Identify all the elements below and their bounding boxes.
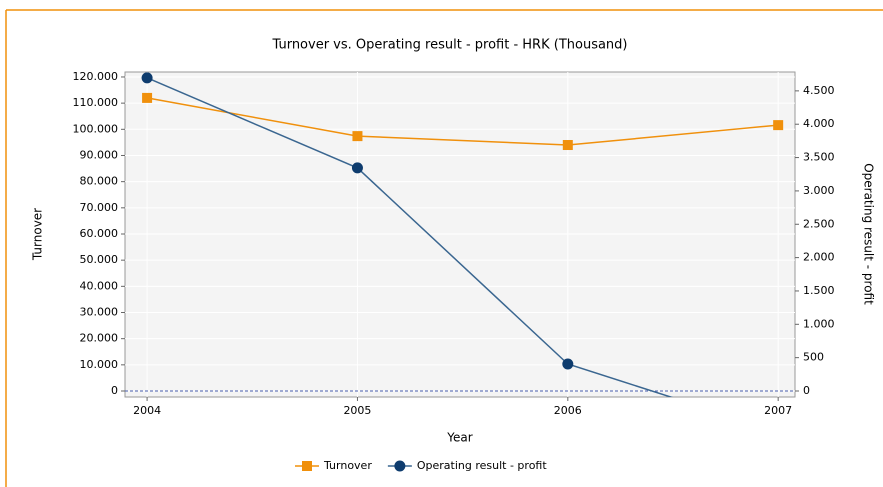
legend-marker: [302, 461, 312, 471]
series-line: [146, 97, 779, 146]
x-tick-label: 2004: [133, 404, 161, 417]
marker: [352, 131, 363, 142]
y-tick-label: 110.000: [73, 96, 119, 109]
y-tick-label: 10.000: [80, 358, 119, 371]
y2-tick-label: 3.500: [803, 151, 835, 164]
y-tick-label: 120.000: [73, 70, 119, 83]
marker: [142, 92, 153, 103]
marker: [562, 358, 574, 370]
legend-label: Turnover: [323, 459, 372, 472]
marker: [141, 72, 153, 84]
x-axis-label: Year: [446, 431, 472, 445]
y-tick-label: 50.000: [80, 253, 119, 266]
x-tick-label: 2007: [764, 404, 792, 417]
y-axis-label: Turnover: [31, 208, 45, 261]
y2-axis-label: Operating result - profit: [862, 163, 876, 305]
y2-tick-label: 0: [803, 384, 810, 397]
legend-marker: [394, 460, 406, 472]
chart-title: Turnover vs. Operating result - profit -…: [272, 38, 628, 53]
x-tick-label: 2006: [554, 404, 582, 417]
marker: [773, 120, 784, 131]
x-tick-label: 2005: [343, 404, 371, 417]
y-tick-label: 80.000: [80, 175, 119, 188]
y-tick-label: 100.000: [73, 122, 119, 135]
y-tick-label: 60.000: [80, 227, 119, 240]
plot-area: [124, 71, 796, 398]
y2-tick-label: 1.000: [803, 317, 835, 330]
y-tick-label: 20.000: [80, 332, 119, 345]
series-layer: [141, 72, 784, 437]
series-line: [146, 77, 674, 397]
y2-tick-label: 500: [803, 351, 824, 364]
y2-tick-label: 2.000: [803, 251, 835, 264]
y2-tick-label: 1.500: [803, 284, 835, 297]
y2-tick-label: 2.500: [803, 217, 835, 230]
y-tick-label: 40.000: [80, 279, 119, 292]
marker: [562, 140, 573, 151]
y2-tick-label: 4.000: [803, 117, 835, 130]
y-tick-label: 70.000: [80, 201, 119, 214]
y2-tick-label: 3.000: [803, 184, 835, 197]
y-tick-label: 90.000: [80, 148, 119, 161]
marker: [773, 426, 784, 437]
legend-label: Operating result - profit: [417, 459, 547, 472]
marker: [351, 162, 363, 174]
y-tick-label: 0: [111, 384, 118, 397]
y2-tick-label: 4.500: [803, 84, 835, 97]
y-tick-label: 30.000: [80, 305, 119, 318]
